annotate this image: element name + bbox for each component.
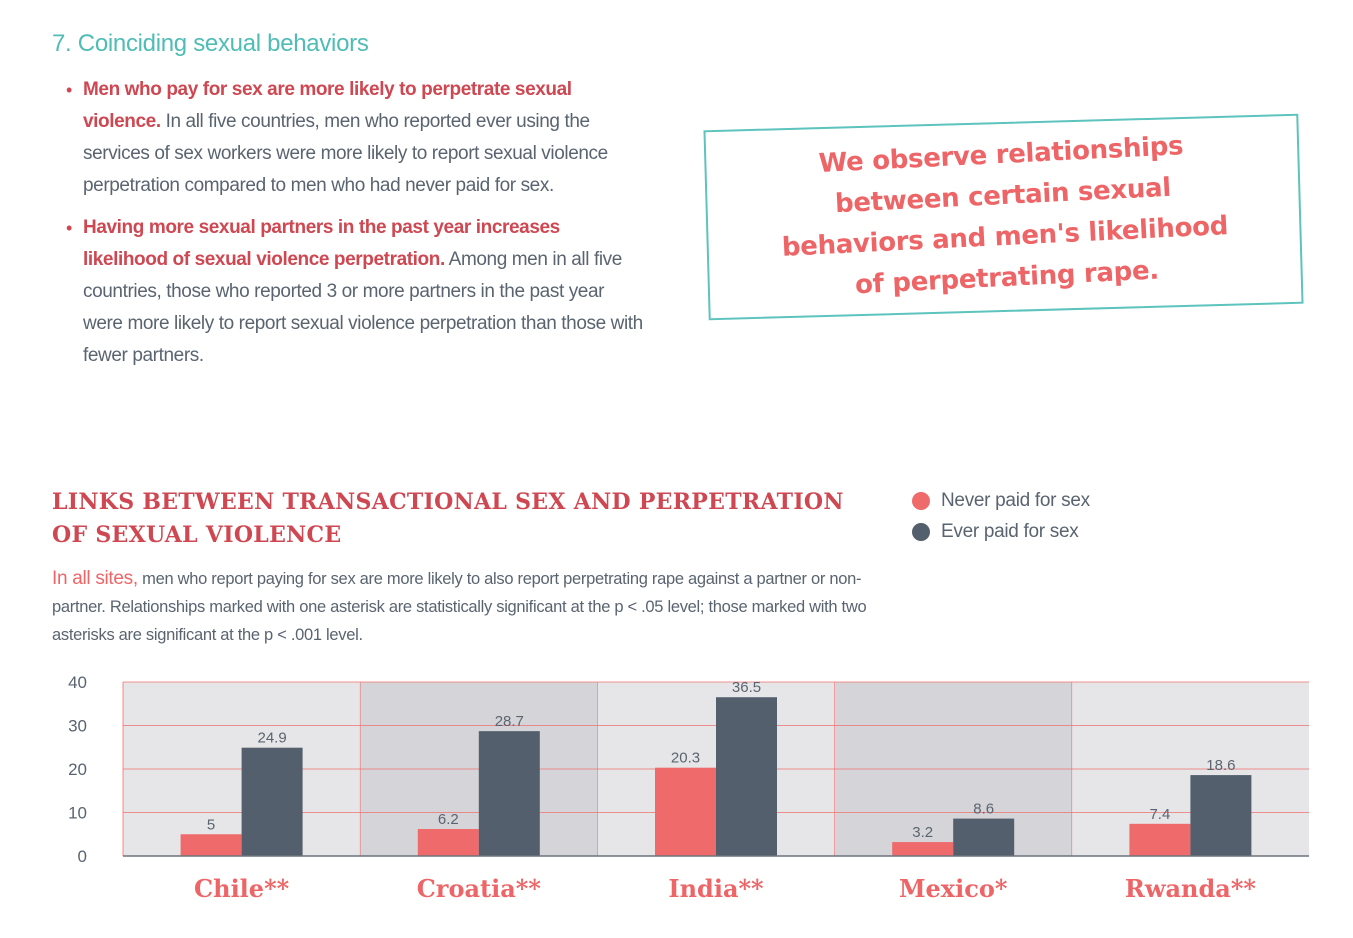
y-tick-label: 30	[68, 717, 87, 736]
bar-value-label: 18.6	[1206, 757, 1235, 774]
bar-never-paid	[1129, 823, 1191, 856]
finding-text: Among men in all five countries, those w…	[83, 249, 643, 366]
legend-swatch-ever	[912, 522, 930, 541]
findings-list: • Men who pay for sex are more likely to…	[66, 74, 646, 382]
y-tick-label: 10	[68, 804, 87, 823]
y-tick-label: 0	[78, 847, 87, 866]
bar-value-label: 5	[207, 816, 215, 833]
bar-value-label: 36.5	[732, 679, 761, 696]
bar-ever-paid	[478, 731, 540, 856]
legend-swatch-never	[912, 491, 930, 510]
category-label: India**	[668, 874, 764, 903]
legend-item-never: Never paid for sex	[912, 485, 1090, 516]
bar-value-label: 28.7	[495, 713, 524, 730]
bar-ever-paid	[953, 818, 1015, 856]
callout-text: We observe relationships between certain…	[780, 131, 1229, 301]
finding-lead: Men who pay for sex are more likely to p…	[83, 79, 572, 132]
finding-text: In all five countries, men who reported …	[83, 111, 608, 196]
y-tick-label: 40	[68, 673, 87, 692]
bar-ever-paid	[241, 747, 303, 856]
section-title: 7. Coinciding sexual behaviors	[52, 30, 369, 57]
finding-item: • Having more sexual partners in the pas…	[66, 212, 646, 372]
category-label: Croatia**	[417, 874, 542, 903]
bullet-dot: •	[66, 218, 72, 238]
category-label: Chile**	[194, 874, 290, 903]
bar-never-paid	[417, 829, 479, 856]
bar-ever-paid	[716, 697, 777, 856]
legend-label-ever: Ever paid for sex	[941, 520, 1079, 542]
legend-item-ever: Ever paid for sex	[912, 516, 1090, 547]
bar-value-label: 24.9	[257, 730, 286, 747]
chart-title: LINKS BETWEEN TRANSACTIONAL SEX AND PERP…	[52, 489, 844, 548]
bar-value-label: 20.3	[671, 750, 700, 767]
bar-ever-paid	[1190, 775, 1252, 856]
chart-description-lead: In all sites,	[52, 568, 138, 589]
finding-item: • Men who pay for sex are more likely to…	[66, 74, 646, 202]
bullet-dot: •	[66, 80, 72, 100]
bar-value-label: 6.2	[438, 811, 459, 828]
bar-never-paid	[655, 767, 716, 856]
finding-lead: Having more sexual partners in the past …	[83, 217, 560, 270]
bar-value-label: 7.4	[1149, 806, 1170, 823]
y-tick-label: 20	[68, 760, 87, 779]
bar-chart: 0 10 20 30 40 5 24.9 Chile** 6.2 28.7 Croatia** 20.…	[68, 673, 1309, 903]
legend-label-never: Never paid for sex	[941, 489, 1090, 511]
callout-box: We observe relationships between certain…	[703, 113, 1304, 321]
chart-description-text: men who report paying for sex are more l…	[52, 570, 867, 644]
bar-never-paid	[180, 834, 242, 856]
chart-legend: Never paid for sex Ever paid for sex	[912, 485, 1090, 547]
bar-never-paid	[892, 842, 954, 856]
chart-description: In all sites, men who report paying for …	[52, 565, 882, 649]
bar-value-label: 3.2	[912, 824, 933, 841]
category-label: Rwanda**	[1125, 874, 1256, 903]
bar-value-label: 8.6	[973, 801, 994, 818]
category-label: Mexico*	[899, 874, 1008, 903]
